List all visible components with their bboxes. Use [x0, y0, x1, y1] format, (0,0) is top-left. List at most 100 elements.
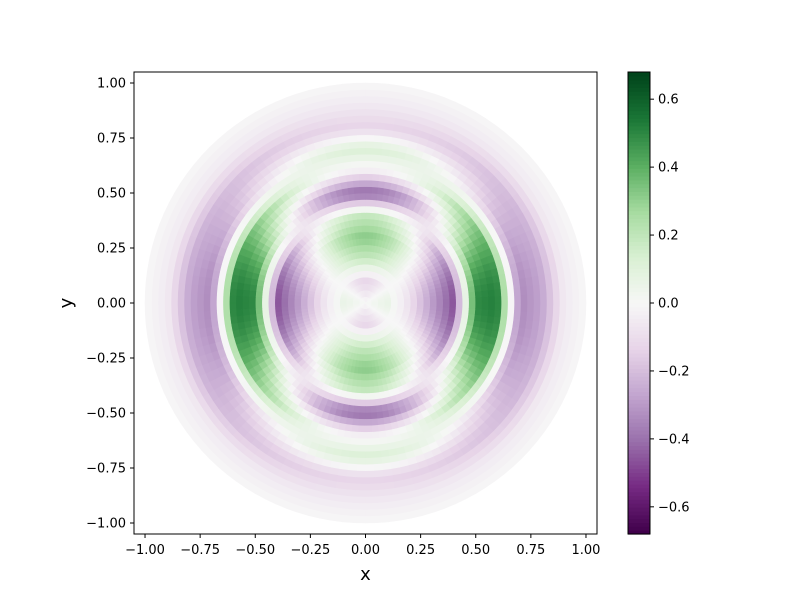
heatmap-cell [261, 297, 269, 304]
heatmap-cell [236, 282, 245, 291]
heatmap-cell [353, 405, 361, 414]
y-tick-label: 0.50 [97, 187, 126, 202]
heatmap-cell [209, 310, 218, 320]
heatmap-cell [365, 399, 372, 407]
heatmap-cell [267, 302, 276, 309]
colorbar-tick-label: −0.6 [658, 500, 690, 515]
heatmap-cell [578, 302, 587, 315]
heatmap-cell [372, 154, 382, 162]
heatmap-cell [145, 313, 154, 327]
heatmap-cell [378, 167, 388, 176]
colorbar-segment [628, 187, 650, 192]
heatmap-cell [293, 298, 302, 304]
heatmap-cell [190, 302, 198, 313]
colorbar-tick-label: −0.4 [658, 432, 690, 447]
colorbar-segment [628, 345, 650, 350]
heatmap-cell [145, 268, 155, 282]
heatmap-cell [357, 373, 363, 381]
heatmap-cell [474, 308, 483, 316]
colorbar-segment [628, 380, 650, 385]
heatmap-cell [365, 496, 377, 504]
heatmap-cell [183, 302, 191, 313]
heatmap-cell [370, 199, 377, 207]
heatmap-cell [145, 279, 154, 293]
heatmap-cell [355, 490, 366, 498]
heatmap-cell [274, 297, 282, 304]
heatmap-cell [500, 287, 509, 297]
heatmap-cell [526, 285, 535, 295]
colorbar-segment [628, 383, 650, 389]
heatmap-cell [362, 347, 366, 356]
colorbar-segment [628, 79, 650, 85]
heatmap-cell [387, 83, 401, 93]
heatmap-cell [342, 82, 355, 91]
heatmap-cell [375, 489, 387, 498]
heatmap-cell [353, 515, 366, 524]
heatmap-cell [365, 160, 374, 168]
heatmap-cell [365, 425, 373, 433]
heatmap-cell [474, 290, 483, 298]
heatmap-cell [354, 496, 366, 504]
heatmap-cell [365, 457, 375, 466]
heatmap-cell [374, 476, 385, 485]
heatmap-cell [365, 393, 371, 401]
y-axis-label: y [56, 297, 77, 308]
colorbar-segment [628, 195, 650, 200]
heatmap-cell [360, 393, 366, 401]
heatmap-cell [449, 302, 457, 309]
colorbar-segment [628, 279, 650, 285]
colorbar-segment [628, 403, 650, 408]
heatmap-cell [164, 312, 173, 325]
heatmap-cell [559, 292, 567, 304]
heatmap-cell [376, 508, 389, 517]
heatmap-cell [375, 495, 387, 504]
colorbar-segment [628, 410, 650, 416]
heatmap-cell [358, 173, 366, 181]
heatmap-cell [344, 495, 356, 504]
heatmap-cell [280, 293, 289, 300]
heatmap-cell [461, 307, 470, 315]
heatmap-cell [365, 205, 371, 213]
heatmap-cell [533, 293, 541, 304]
heatmap-cell [348, 457, 358, 465]
heatmap-cell [365, 444, 374, 453]
colorbar-segment [628, 75, 650, 81]
heatmap-cell [532, 311, 541, 322]
heatmap-cell [348, 398, 356, 407]
heatmap-cell [267, 297, 276, 304]
heatmap-cell [365, 438, 374, 446]
heatmap-cell [170, 282, 179, 294]
heatmap-cell [371, 424, 380, 433]
colorbar-segment [628, 229, 650, 235]
heatmap-cell [423, 302, 431, 307]
heatmap-cell [527, 302, 535, 313]
heatmap-cell [455, 307, 463, 314]
heatmap-cell [375, 199, 383, 208]
colorbar-segment [628, 183, 650, 189]
heatmap-cell [365, 153, 374, 162]
heatmap-cell [369, 212, 376, 220]
heatmap-cell [365, 263, 368, 271]
heatmap-cell [222, 287, 231, 297]
heatmap-cell [572, 302, 580, 315]
heatmap-cell [352, 412, 361, 420]
heatmap-cell [350, 160, 359, 169]
colorbar-segment [628, 460, 650, 466]
heatmap-cell [371, 166, 381, 175]
heatmap-cell [369, 205, 377, 214]
heatmap-cell [254, 302, 263, 310]
colorbar-segment [628, 125, 650, 131]
heatmap-cell [164, 292, 172, 304]
colorbar-segment [628, 202, 650, 208]
y-tick-label: −0.50 [86, 407, 126, 422]
heatmap-cell [526, 311, 535, 321]
colorbar-segment [628, 179, 650, 185]
heatmap-cell [513, 286, 522, 296]
colorbar-segment [628, 114, 650, 119]
colorbar-segment [628, 422, 650, 427]
heatmap-cell [345, 417, 354, 426]
heatmap-cell [494, 295, 502, 304]
heatmap-cell [365, 127, 375, 136]
heatmap-cell [365, 406, 372, 414]
heatmap-cell [357, 444, 366, 453]
